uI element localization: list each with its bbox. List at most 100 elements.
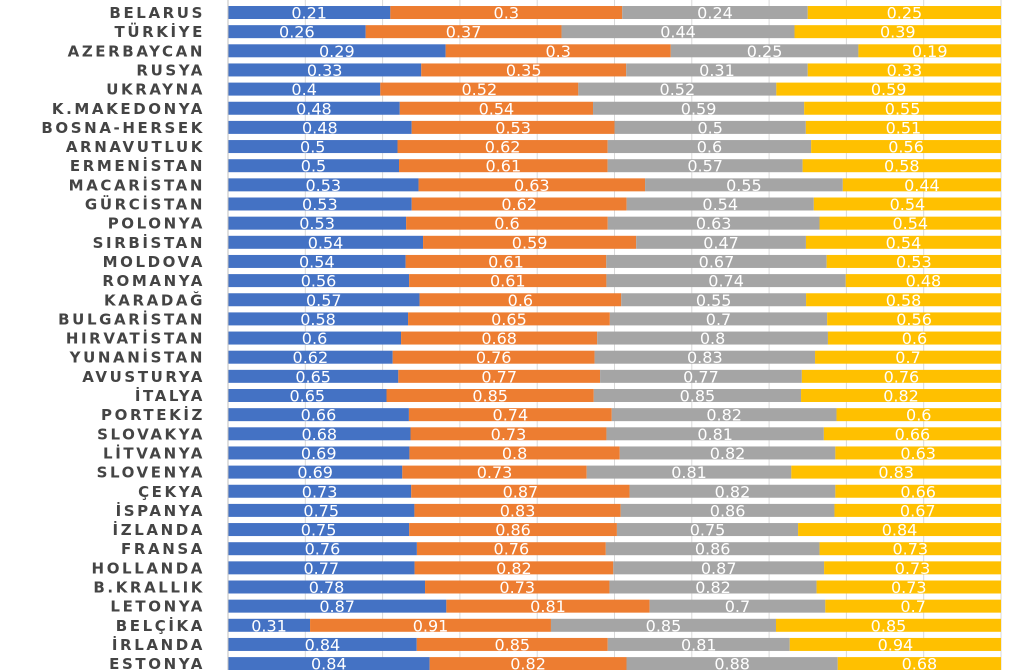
bar-segment <box>807 63 1001 77</box>
bar-segment <box>620 503 835 517</box>
data-label: 0.29 <box>319 42 355 61</box>
bar-segment <box>228 235 424 249</box>
bar-segment <box>228 446 410 460</box>
data-label: 0.31 <box>699 61 735 80</box>
data-label: 0.47 <box>703 233 739 252</box>
category-label: İZLANDA <box>113 520 205 539</box>
bar-segment <box>416 637 608 651</box>
data-label: 0.77 <box>481 367 517 386</box>
bar-segment <box>228 561 415 575</box>
data-label: 0.44 <box>660 23 696 42</box>
data-label: 0.83 <box>500 501 536 520</box>
category-label: ARNAVUTLUK <box>66 138 205 156</box>
bar-segment <box>446 599 650 613</box>
data-label: 0.6 <box>302 329 327 348</box>
bar-segment <box>597 331 828 345</box>
bar-segment <box>228 637 417 651</box>
bar-segment <box>607 140 812 154</box>
data-label: 0.74 <box>708 272 744 291</box>
bar-segment <box>804 101 1001 115</box>
category-label: ÇEKYA <box>138 483 205 501</box>
bar-segment <box>811 140 1001 154</box>
bar-segment <box>365 25 562 39</box>
data-label: 0.51 <box>886 118 922 137</box>
data-label: 0.81 <box>697 425 733 444</box>
data-label: 0.54 <box>299 252 335 271</box>
bar-segment <box>835 484 1001 498</box>
category-label: GÜRCİSTAN <box>85 195 205 214</box>
data-label: 0.75 <box>690 521 726 540</box>
data-label: 0.54 <box>890 195 926 214</box>
bar-segment <box>228 389 387 402</box>
bar-segment <box>586 465 792 479</box>
data-label: 0.77 <box>303 559 339 578</box>
data-label: 0.44 <box>904 176 940 195</box>
data-label: 0.62 <box>501 195 537 214</box>
bar-segment <box>823 427 1001 441</box>
data-label: 0.54 <box>886 233 922 252</box>
data-label: 0.66 <box>301 406 337 425</box>
data-label: 0.81 <box>671 463 707 482</box>
bar-segment <box>606 254 827 268</box>
category-label: BELÇİKA <box>116 616 205 635</box>
category-label: ROMANYA <box>102 272 205 290</box>
bar-segment <box>607 159 803 173</box>
category-label: UKRAYNA <box>106 81 205 99</box>
data-label: 0.88 <box>714 655 750 670</box>
data-label: 0.5 <box>300 138 325 157</box>
data-label: 0.61 <box>490 272 526 291</box>
bar-segment <box>390 6 623 19</box>
bar-segment <box>416 542 606 556</box>
data-label: 0.86 <box>495 521 531 540</box>
data-label: 0.53 <box>299 214 335 233</box>
data-label: 0.73 <box>302 482 338 501</box>
data-label: 0.82 <box>706 406 742 425</box>
data-label: 0.31 <box>251 616 287 635</box>
bar-segment <box>649 599 826 613</box>
bar-segment <box>807 6 1001 19</box>
data-label: 0.7 <box>706 310 731 329</box>
bar-segment <box>228 408 409 422</box>
bar-segment <box>310 618 551 632</box>
data-label: 0.56 <box>301 272 337 291</box>
data-label: 0.87 <box>701 559 737 578</box>
data-label: 0.58 <box>886 291 922 310</box>
bar-segment <box>409 446 620 460</box>
bar-segment <box>228 254 406 268</box>
data-label: 0.7 <box>900 597 925 616</box>
category-label: MOLDOVA <box>103 253 205 271</box>
data-label: 0.62 <box>485 138 521 157</box>
data-label: 0.82 <box>496 559 532 578</box>
bar-segment <box>605 542 820 556</box>
bar-segment <box>228 6 391 19</box>
category-label: K.MAKEDONYA <box>52 100 205 118</box>
bar-segment <box>228 274 410 288</box>
data-label: 0.66 <box>900 482 936 501</box>
bar-segment <box>228 369 399 383</box>
category-label: YUNANİSTAN <box>69 348 205 367</box>
data-label: 0.52 <box>462 80 498 99</box>
category-label: İRLANDA <box>112 635 205 654</box>
data-label: 0.85 <box>871 616 907 635</box>
data-label: 0.7 <box>895 348 920 367</box>
data-label: 0.87 <box>503 482 539 501</box>
bar-segment <box>670 44 859 58</box>
data-label: 0.48 <box>296 99 332 118</box>
data-label: 0.82 <box>510 655 546 670</box>
data-label: 0.67 <box>900 501 936 520</box>
bar-segment <box>228 484 412 498</box>
bar-segment <box>858 44 1001 58</box>
bar-segment <box>410 427 607 441</box>
data-label: 0.54 <box>702 195 738 214</box>
bar-segment <box>609 580 817 594</box>
data-label: 0.85 <box>680 387 716 406</box>
bar-segment <box>606 274 846 288</box>
data-label: 0.73 <box>491 425 527 444</box>
bar-segment <box>819 216 1001 230</box>
data-label: 0.76 <box>476 348 512 367</box>
data-label: 0.57 <box>687 157 723 176</box>
category-label: AZERBAYCAN <box>68 42 205 60</box>
data-label: 0.63 <box>696 214 732 233</box>
bar-segment <box>813 197 1001 211</box>
bar-segment <box>228 542 417 556</box>
